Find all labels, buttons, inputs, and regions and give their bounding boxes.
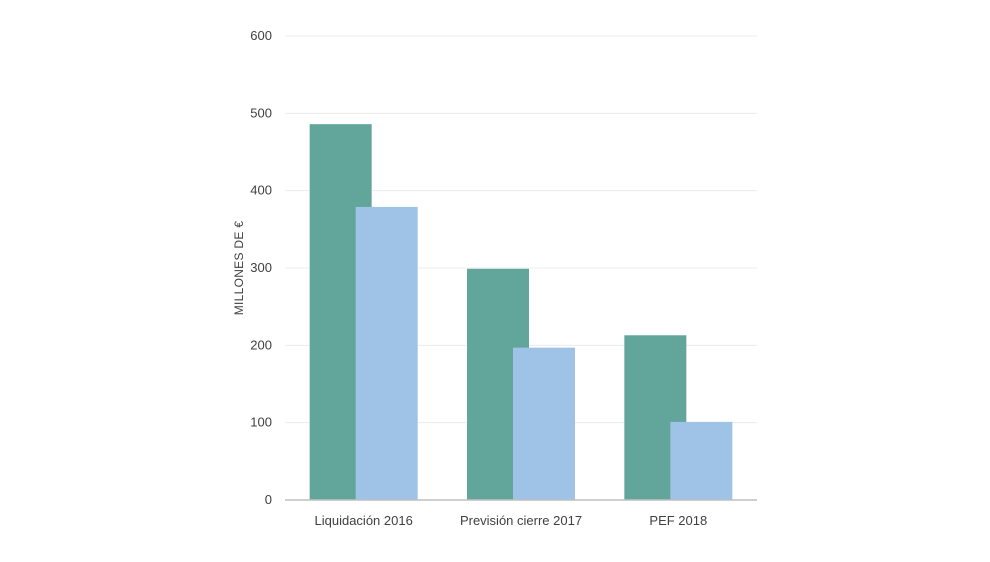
x-category-label: PEF 2018: [649, 513, 707, 528]
y-tick-label: 600: [250, 28, 272, 43]
y-tick-label: 100: [250, 415, 272, 430]
y-tick-label: 0: [265, 492, 272, 507]
y-tick-label: 300: [250, 260, 272, 275]
y-tick-label: 500: [250, 105, 272, 120]
bars: [309, 124, 733, 500]
x-category-label: Previsión cierre 2017: [460, 513, 582, 528]
y-axis-title: MILLONES DE €: [232, 221, 246, 316]
bar-series-2: [355, 206, 418, 500]
bar-series-2: [670, 421, 733, 500]
y-tick-label: 400: [250, 183, 272, 198]
bar-series-2: [513, 347, 575, 500]
axes: 0 100 200 300 400 500 600 Liquidación 2016 Previ…: [250, 28, 757, 528]
y-tick-label: 200: [250, 337, 272, 352]
x-category-label: Liquidación 2016: [315, 513, 413, 528]
